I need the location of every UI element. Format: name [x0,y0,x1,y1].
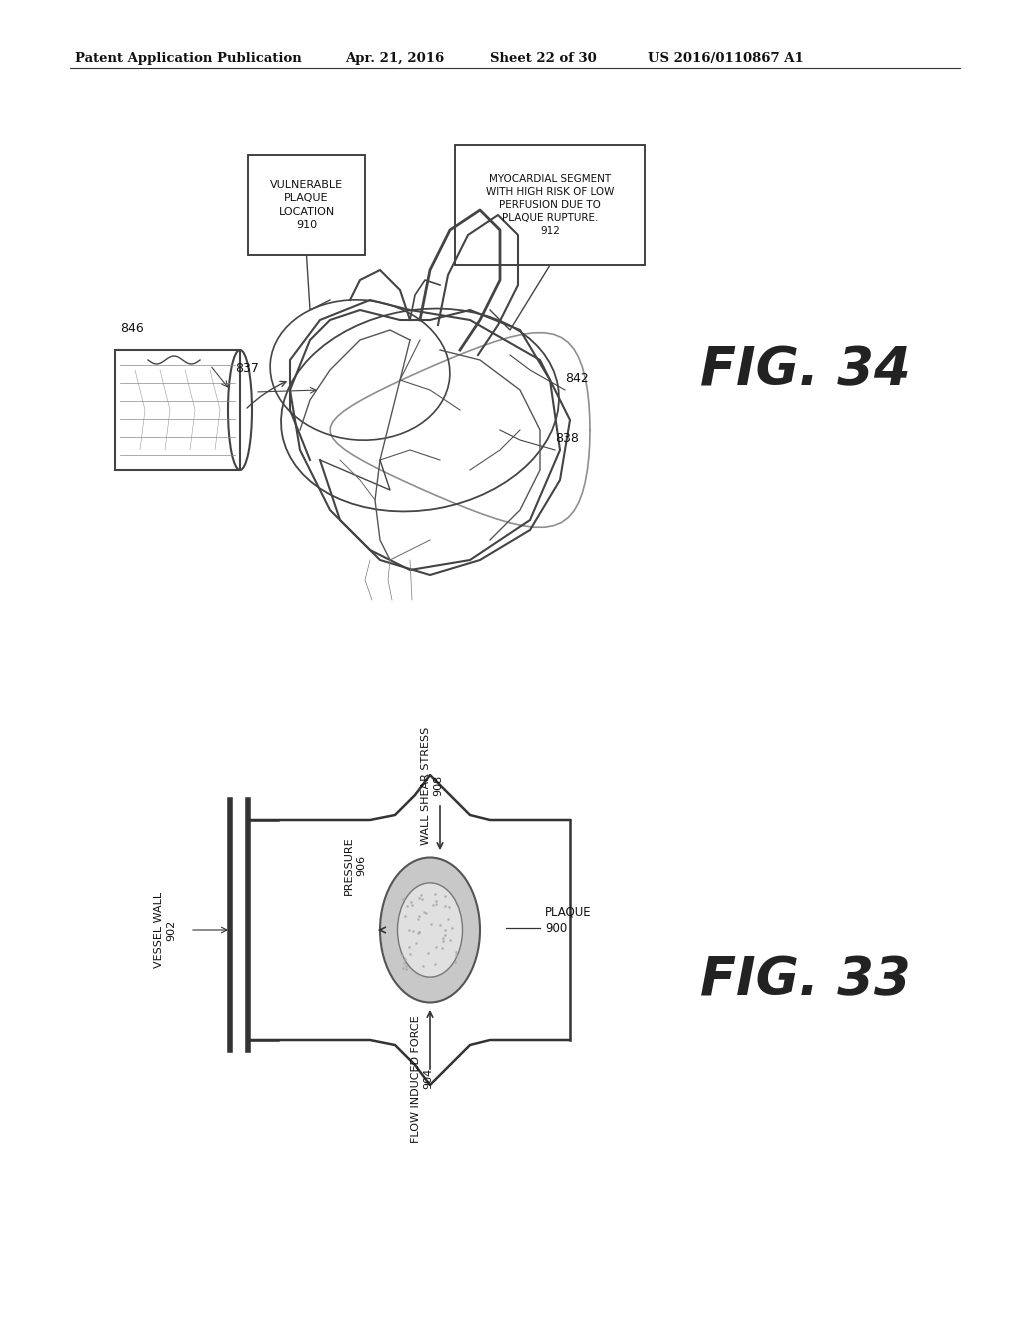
Text: PLAQUE
900: PLAQUE 900 [545,906,592,935]
Bar [248,154,365,255]
Ellipse shape [380,858,480,1002]
Text: 846: 846 [120,322,143,335]
Ellipse shape [397,883,463,977]
Text: FLOW INDUCED FORCE
904: FLOW INDUCED FORCE 904 [411,1015,433,1143]
Text: FIG. 34: FIG. 34 [700,345,910,396]
Text: FIG. 33: FIG. 33 [700,954,910,1006]
Text: Apr. 21, 2016: Apr. 21, 2016 [345,51,444,65]
Bar [455,145,645,265]
Text: Patent Application Publication: Patent Application Publication [75,51,302,65]
Text: 837: 837 [234,362,259,375]
Text: 842: 842 [565,372,589,385]
Text: 838: 838 [555,432,579,445]
Text: PRESSURE
906: PRESSURE 906 [344,837,367,895]
Text: US 2016/0110867 A1: US 2016/0110867 A1 [648,51,804,65]
Text: Sheet 22 of 30: Sheet 22 of 30 [490,51,597,65]
Text: VESSEL WALL
902: VESSEL WALL 902 [154,892,176,968]
Text: WALL SHEAR STRESS
908: WALL SHEAR STRESS 908 [421,727,443,845]
Bar [115,350,240,470]
Text: MYOCARDIAL SEGMENT
WITH HIGH RISK OF LOW
PERFUSION DUE TO
PLAQUE RUPTURE.
912: MYOCARDIAL SEGMENT WITH HIGH RISK OF LOW… [485,174,614,235]
Text: VULNERABLE
PLAQUE
LOCATION
910: VULNERABLE PLAQUE LOCATION 910 [270,181,343,230]
